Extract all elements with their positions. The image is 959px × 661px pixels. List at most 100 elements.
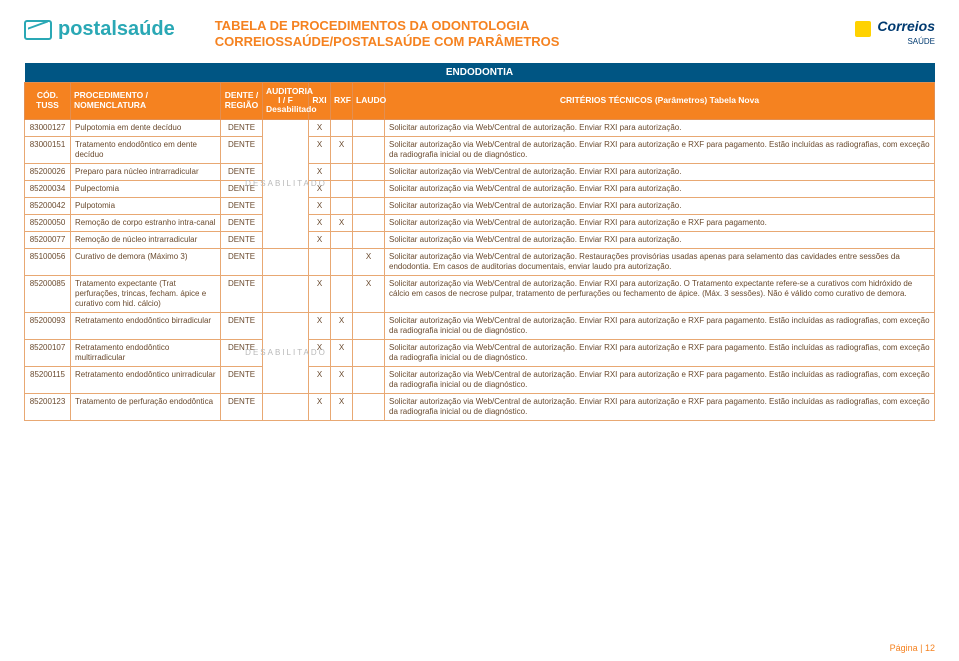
title-line-2: CORREIOSSAÚDE/POSTALSAÚDE COM PARÂMETROS xyxy=(215,34,855,50)
brand-left-text: postalsaúde xyxy=(58,18,175,41)
cell-laudo xyxy=(353,312,385,339)
cell-proc: Retratamento endodôntico birradicular xyxy=(71,312,221,339)
cell-rxi: X xyxy=(309,136,331,163)
cell-auditoria xyxy=(263,248,309,275)
col-proc: PROCEDIMENTO / NOMENCLATURA xyxy=(71,82,221,119)
cell-rxf xyxy=(331,119,353,136)
table-row: 85200042PulpotomiaDENTEXSolicitar autori… xyxy=(25,197,935,214)
cell-criterios: Solicitar autorização via Web/Central de… xyxy=(385,197,935,214)
table-row: 85200123Tratamento de perfuração endodôn… xyxy=(25,393,935,420)
cell-laudo xyxy=(353,231,385,248)
cell-laudo xyxy=(353,119,385,136)
col-rxf: RXF xyxy=(331,82,353,119)
cell-dente: DENTE xyxy=(221,119,263,136)
cell-dente: DENTE xyxy=(221,231,263,248)
header: postalsaúde TABELA DE PROCEDIMENTOS DA O… xyxy=(24,18,935,51)
cell-dente: DENTE xyxy=(221,393,263,420)
logo-postalsaude: postalsaúde xyxy=(24,18,175,41)
cell-proc: Pulpectomia xyxy=(71,180,221,197)
cell-rxi: X xyxy=(309,312,331,339)
cell-proc: Pulpotomia em dente decíduo xyxy=(71,119,221,136)
cell-rxi xyxy=(309,248,331,275)
cell-auditoria: DESABILITADO xyxy=(263,119,309,248)
cell-laudo xyxy=(353,339,385,366)
cell-laudo xyxy=(353,163,385,180)
envelope-icon xyxy=(24,20,52,40)
cell-dente: DENTE xyxy=(221,248,263,275)
cell-laudo: X xyxy=(353,248,385,275)
cell-laudo xyxy=(353,197,385,214)
cell-rxi: X xyxy=(309,163,331,180)
cell-proc: Tratamento endodôntico em dente decíduo xyxy=(71,136,221,163)
table-row: 85200115Retratamento endodôntico unirrad… xyxy=(25,366,935,393)
table-body: 83000127Pulpotomia em dente decíduoDENTE… xyxy=(25,119,935,420)
cell-criterios: Solicitar autorização via Web/Central de… xyxy=(385,163,935,180)
cell-rxf xyxy=(331,248,353,275)
cell-rxi: X xyxy=(309,119,331,136)
cell-laudo xyxy=(353,136,385,163)
brand-right-name: Correios xyxy=(877,18,935,34)
title-line-1: TABELA DE PROCEDIMENTOS DA ODONTOLOGIA xyxy=(215,18,855,34)
table-header-row: CÓD. TUSS PROCEDIMENTO / NOMENCLATURA DE… xyxy=(25,82,935,119)
cell-proc: Remoção de corpo estranho intra-canal xyxy=(71,214,221,231)
table-row: 85200077Remoção de núcleo intrarradicula… xyxy=(25,231,935,248)
cell-cod: 85200042 xyxy=(25,197,71,214)
cell-proc: Tratamento de perfuração endodôntica xyxy=(71,393,221,420)
col-laudo: LAUDO xyxy=(353,82,385,119)
cell-cod: 83000151 xyxy=(25,136,71,163)
cell-rxf xyxy=(331,275,353,312)
cell-laudo xyxy=(353,393,385,420)
cell-cod: 85200050 xyxy=(25,214,71,231)
cell-proc: Curativo de demora (Máximo 3) xyxy=(71,248,221,275)
section-title: ENDODONTIA xyxy=(25,63,935,82)
cell-criterios: Solicitar autorização via Web/Central de… xyxy=(385,119,935,136)
cell-dente: DENTE xyxy=(221,214,263,231)
cell-rxi: X xyxy=(309,214,331,231)
cell-cod: 85200093 xyxy=(25,312,71,339)
cell-cod: 83000127 xyxy=(25,119,71,136)
cell-criterios: Solicitar autorização via Web/Central de… xyxy=(385,180,935,197)
page: postalsaúde TABELA DE PROCEDIMENTOS DA O… xyxy=(0,0,959,661)
table-row: 85200107Retratamento endodôntico multirr… xyxy=(25,339,935,366)
table-row: 85200085Tratamento expectante (Trat perf… xyxy=(25,275,935,312)
cell-cod: 85200026 xyxy=(25,163,71,180)
cell-dente: DENTE xyxy=(221,366,263,393)
col-crit: CRITÉRIOS TÉCNICOS (Parâmetros) Tabela N… xyxy=(385,82,935,119)
cell-criterios: Solicitar autorização via Web/Central de… xyxy=(385,366,935,393)
table-row: 85200050Remoção de corpo estranho intra-… xyxy=(25,214,935,231)
cell-rxf xyxy=(331,231,353,248)
cell-dente: DENTE xyxy=(221,136,263,163)
cell-proc: Preparo para núcleo intrarradicular xyxy=(71,163,221,180)
cell-proc: Remoção de núcleo intrarradicular xyxy=(71,231,221,248)
cell-criterios: Solicitar autorização via Web/Central de… xyxy=(385,339,935,366)
cell-rxi: X xyxy=(309,231,331,248)
cell-proc: Retratamento endodôntico multirradicular xyxy=(71,339,221,366)
cell-proc: Pulpotomia xyxy=(71,197,221,214)
cell-rxi: X xyxy=(309,197,331,214)
cell-rxf: X xyxy=(331,312,353,339)
logo-correios: Correios SAÚDE xyxy=(855,18,935,46)
col-dente: DENTE / REGIÃO xyxy=(221,82,263,119)
procedures-table: ENDODONTIA CÓD. TUSS PROCEDIMENTO / NOME… xyxy=(24,63,935,421)
cell-auditoria xyxy=(263,275,309,312)
cell-cod: 85200123 xyxy=(25,393,71,420)
table-row: 85200026Preparo para núcleo intrarradicu… xyxy=(25,163,935,180)
cell-laudo xyxy=(353,214,385,231)
cell-rxf: X xyxy=(331,339,353,366)
page-footer: Página | 12 xyxy=(890,643,935,653)
cell-rxi: X xyxy=(309,366,331,393)
cell-auditoria xyxy=(263,393,309,420)
cell-criterios: Solicitar autorização via Web/Central de… xyxy=(385,393,935,420)
cell-criterios: Solicitar autorização via Web/Central de… xyxy=(385,248,935,275)
cell-rxf: X xyxy=(331,214,353,231)
cell-rxf: X xyxy=(331,393,353,420)
cell-proc: Retratamento endodôntico unirradicular xyxy=(71,366,221,393)
cell-dente: DENTE xyxy=(221,275,263,312)
desabilitado-label: DESABILITADO xyxy=(245,179,327,189)
correios-mark-icon xyxy=(855,21,871,37)
cell-laudo xyxy=(353,180,385,197)
table-row: 85200093Retratamento endodôntico birradi… xyxy=(25,312,935,339)
cell-cod: 85200077 xyxy=(25,231,71,248)
cell-criterios: Solicitar autorização via Web/Central de… xyxy=(385,214,935,231)
cell-rxf xyxy=(331,163,353,180)
